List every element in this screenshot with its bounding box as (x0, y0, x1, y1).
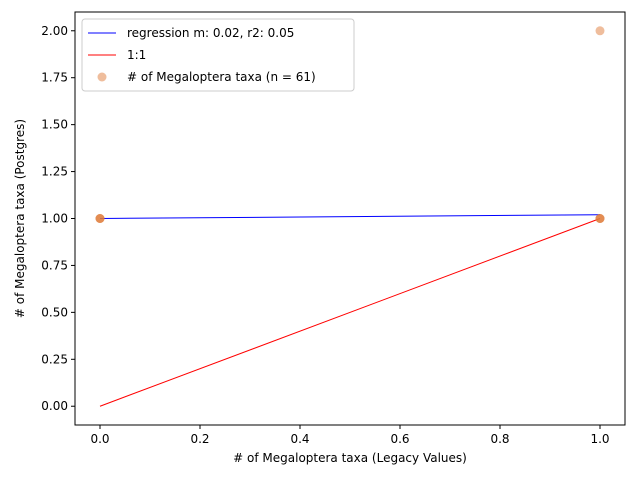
x-axis-ticks: 0.0 0.2 0.4 0.6 0.8 1.0 (90, 425, 610, 446)
x-tick-label: 0.0 (90, 432, 109, 446)
x-tick-label: 0.2 (190, 432, 209, 446)
x-tick-label: 0.8 (490, 432, 509, 446)
legend-box (81, 18, 355, 92)
y-tick-label: 1.00 (41, 212, 68, 226)
series-line-0 (99, 214, 601, 219)
y-axis-ticks: 0.00 0.25 0.50 0.75 1.00 1.25 1.50 1.75 2.00 (41, 24, 75, 413)
legend: regression m: 0.02, r2: 0.05 1:1 # of Mega… (81, 18, 355, 92)
data-point (595, 26, 605, 36)
legend-label-1: 1:1 (127, 48, 146, 62)
x-tick-label: 0.4 (290, 432, 309, 446)
y-tick-label: 1.25 (41, 165, 68, 179)
x-tick-label: 0.6 (390, 432, 409, 446)
x-tick-label: 1.0 (590, 432, 609, 446)
y-tick-label: 0.25 (41, 352, 68, 366)
y-tick-label: 0.00 (41, 399, 68, 413)
data-point (595, 214, 605, 223)
legend-label-0: regression m: 0.02, r2: 0.05 (127, 26, 294, 40)
y-axis-label: # of Megaloptera taxa (Postgres) (13, 119, 27, 318)
x-axis-label: # of Megaloptera taxa (Legacy Values) (233, 451, 467, 465)
y-tick-label: 1.75 (41, 71, 68, 85)
y-tick-label: 2.00 (41, 24, 68, 38)
series-line-1 (99, 218, 601, 407)
series-layer (95, 26, 605, 407)
y-tick-label: 1.50 (41, 118, 68, 132)
legend-marker-2 (97, 72, 107, 82)
legend-label-2: # of Megaloptera taxa (n = 61) (127, 70, 316, 84)
data-point (95, 214, 105, 223)
y-tick-label: 0.50 (41, 305, 68, 319)
y-tick-label: 0.75 (41, 258, 68, 272)
